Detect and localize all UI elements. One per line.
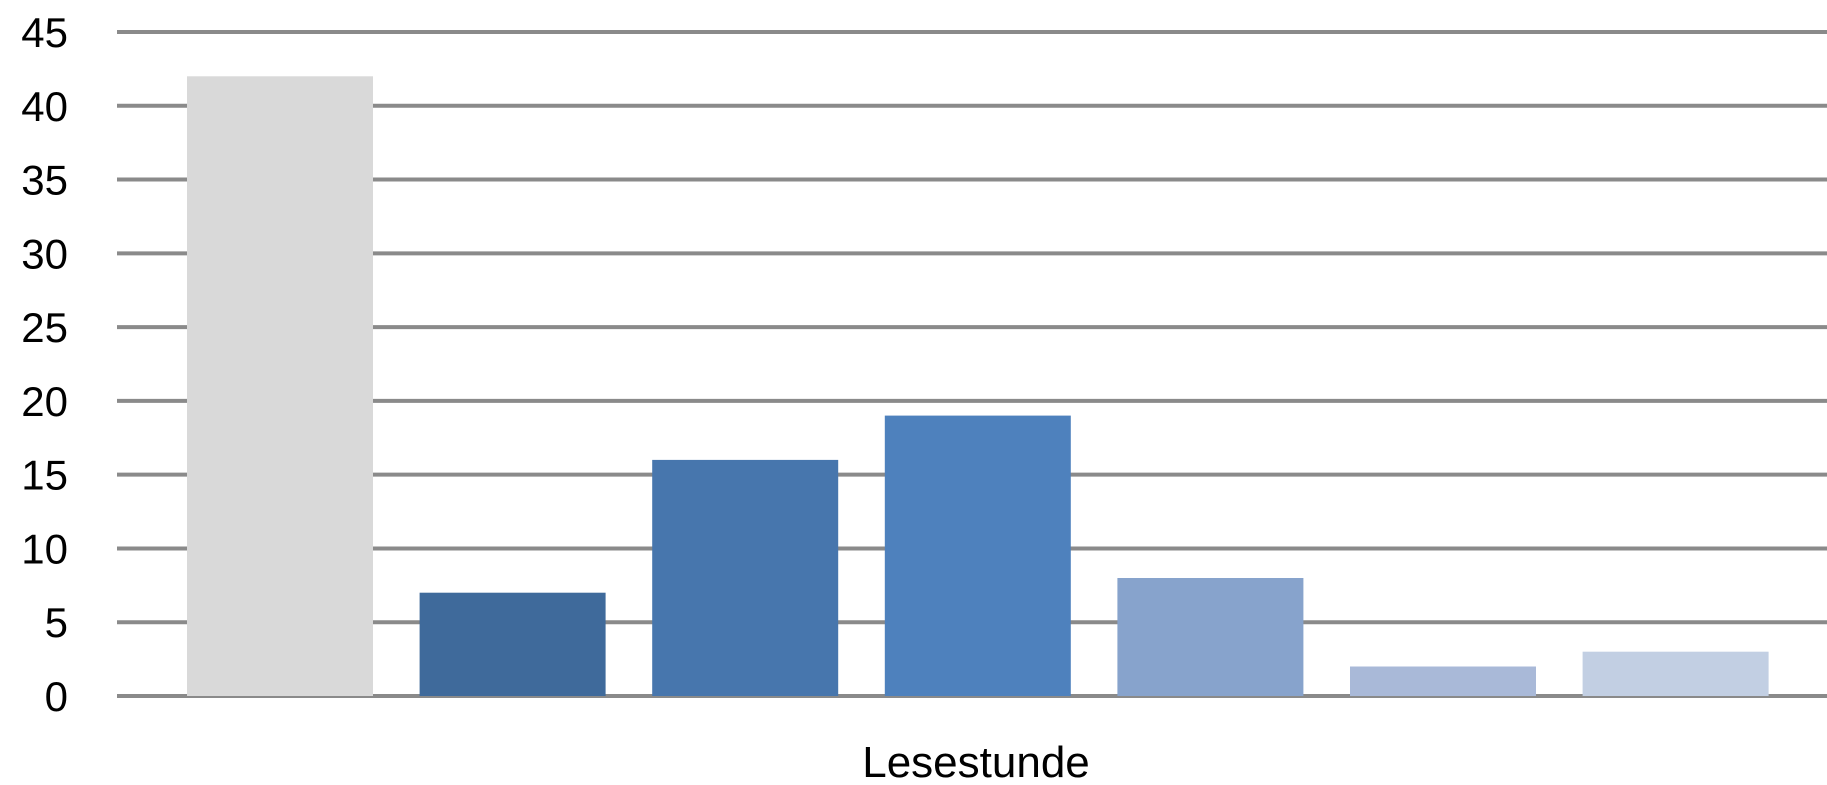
y-tick-label: 15 [21,452,68,499]
y-tick-label: 40 [21,83,68,130]
y-tick-label: 35 [21,157,68,204]
bar-3 [652,459,839,696]
y-tick-label: 0 [45,673,68,720]
y-tick-label: 30 [21,230,68,277]
bar-7 [1582,651,1769,696]
y-tick-label: 10 [21,525,68,572]
x-axis-label: Lesestunde [862,738,1090,785]
bar-4 [884,415,1071,696]
gridlines [117,30,1827,698]
y-tick-label: 5 [45,599,68,646]
bar-1 [187,76,373,697]
bar-2 [419,592,606,696]
bars [187,76,1769,697]
bar-5 [1117,578,1304,696]
bar-6 [1350,666,1536,696]
y-tick-label: 20 [21,378,68,425]
y-tick-label: 45 [21,9,68,56]
y-tick-label: 25 [21,304,68,351]
y-axis: 0 5 10 15 20 25 30 35 40 45 [21,9,68,720]
